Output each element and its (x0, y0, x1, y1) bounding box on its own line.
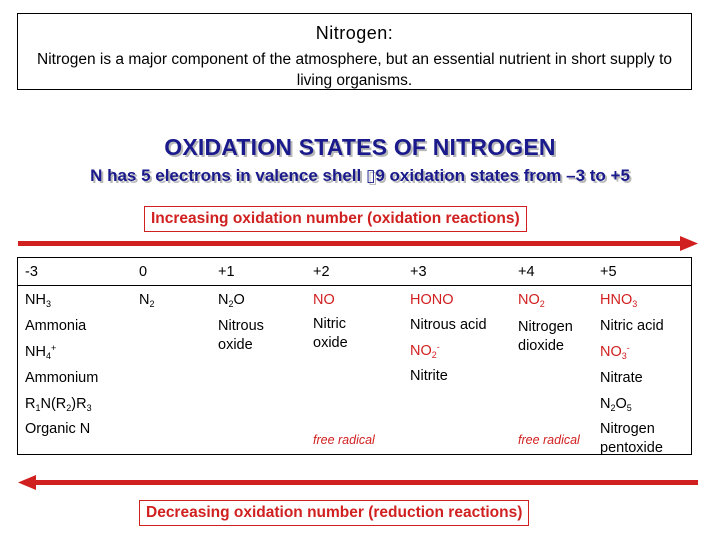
header-cell: +2 (313, 264, 330, 280)
header-cell: +4 (518, 264, 535, 280)
left-arrow-icon (18, 475, 698, 490)
name-ammonia: Ammonia (25, 318, 87, 334)
formula-nh3: NH3 (25, 292, 51, 309)
decreasing-label: Decreasing oxidation number (reduction r… (139, 500, 530, 526)
name-nitrogen-dioxide: Nitrogen dioxide (518, 319, 573, 354)
increasing-label: Increasing oxidation number (oxidation r… (144, 206, 527, 232)
header-cell: +3 (410, 264, 427, 280)
name-nitrous-oxide: Nitrous oxide (218, 318, 264, 353)
formula-n2o: N2O (218, 292, 245, 309)
info-box: Nitrogen: Nitrogen is a major component … (17, 13, 692, 90)
name-organic-n: Organic N (25, 421, 91, 437)
header-cell: -3 (25, 264, 38, 280)
header-cell: +1 (218, 264, 235, 280)
right-arrow-icon (18, 236, 698, 251)
name-nitrate: Nitrate (600, 370, 643, 386)
formula-no: NO (313, 292, 335, 308)
name-nitric-oxide: Nitric oxide (313, 316, 348, 351)
formula-n2: N2 (139, 292, 155, 309)
slide-subheading: N has 5 electrons in valence shell ▯9 ox… (90, 166, 630, 185)
formula-hno3: HNO3 (600, 292, 638, 309)
name-nitric-acid: Nitric acid (600, 318, 664, 334)
formula-organic-amine: R1N(R2)R3 (25, 396, 92, 413)
formula-no2: NO2 (518, 292, 545, 309)
note-free-radical: free radical (518, 433, 580, 447)
info-text: Nitrogen is a major component of the atm… (37, 51, 672, 89)
header-cell: +5 (600, 264, 617, 280)
header-cell: 0 (139, 264, 148, 280)
slide-heading: OXIDATION STATES OF NITROGEN (164, 134, 556, 160)
note-free-radical: free radical (313, 433, 375, 447)
formula-n2o5: N2O5 (600, 396, 632, 413)
info-title: Nitrogen: (315, 23, 394, 43)
oxidation-table (17, 257, 692, 455)
formula-nh4: NH4+ (25, 343, 57, 361)
table-header-divider (17, 285, 692, 286)
name-nitrous-acid: Nitrous acid (410, 317, 487, 333)
formula-hono: HONO (410, 292, 454, 308)
name-nitrogen-pentoxide: Nitrogen pentoxide (600, 421, 663, 456)
name-nitrite: Nitrite (410, 368, 448, 384)
name-ammonium: Ammonium (25, 370, 99, 386)
formula-no3-ion: NO3- (600, 343, 630, 361)
formula-no2-ion: NO2- (410, 342, 440, 360)
